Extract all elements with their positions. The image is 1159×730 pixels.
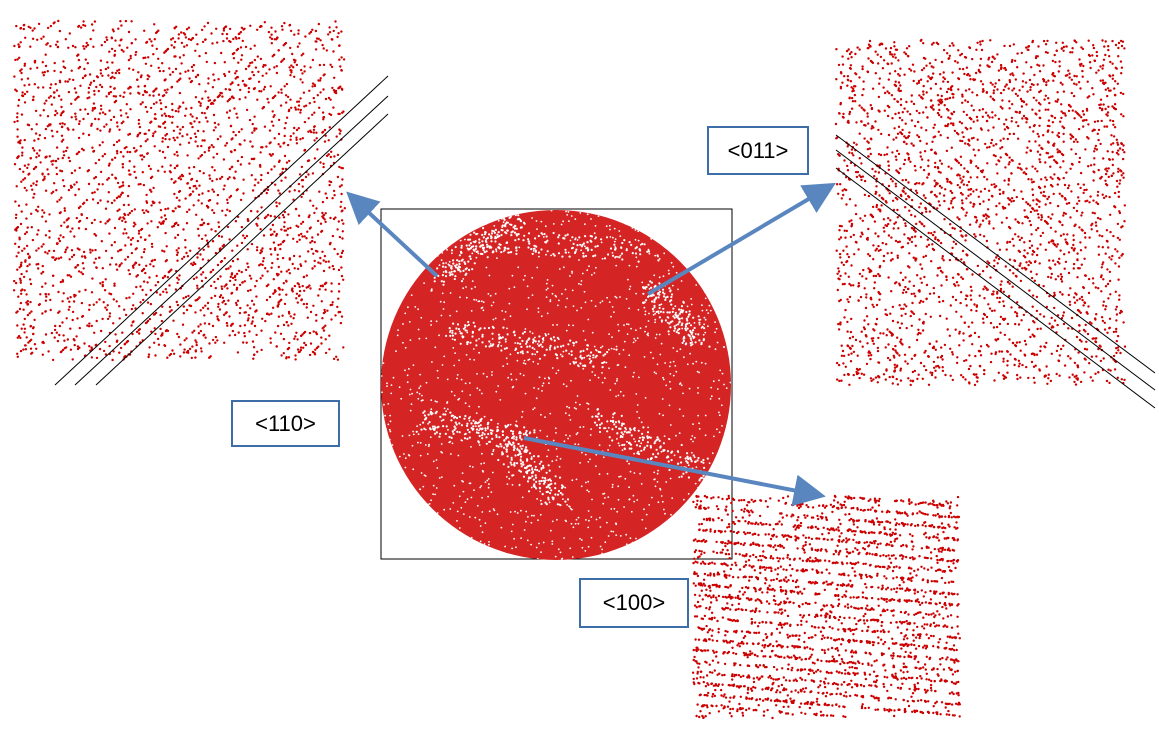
- guide-line: [835, 134, 1156, 374]
- guide-line: [95, 113, 389, 386]
- direction-label-110: <110>: [231, 400, 340, 447]
- guide-lines-110: [54, 75, 389, 386]
- guide-line: [835, 149, 1156, 391]
- guide-lines-011: [835, 134, 1156, 409]
- guide-line: [54, 75, 389, 386]
- zoom-arrows: [346, 182, 836, 507]
- direction-label-100: <100>: [579, 578, 689, 628]
- arrow-to-110: [346, 191, 439, 278]
- central-disc: [381, 210, 731, 560]
- guide-line: [74, 95, 389, 386]
- zoom-panel-110: [12, 19, 346, 362]
- zoom-panel-100: [691, 494, 962, 720]
- direction-label-011: <011>: [707, 126, 809, 175]
- arrow-to-100: [523, 436, 826, 507]
- arrow-to-011: [646, 182, 836, 296]
- zoom-panel-011: [834, 38, 1127, 387]
- guide-line: [835, 167, 1156, 409]
